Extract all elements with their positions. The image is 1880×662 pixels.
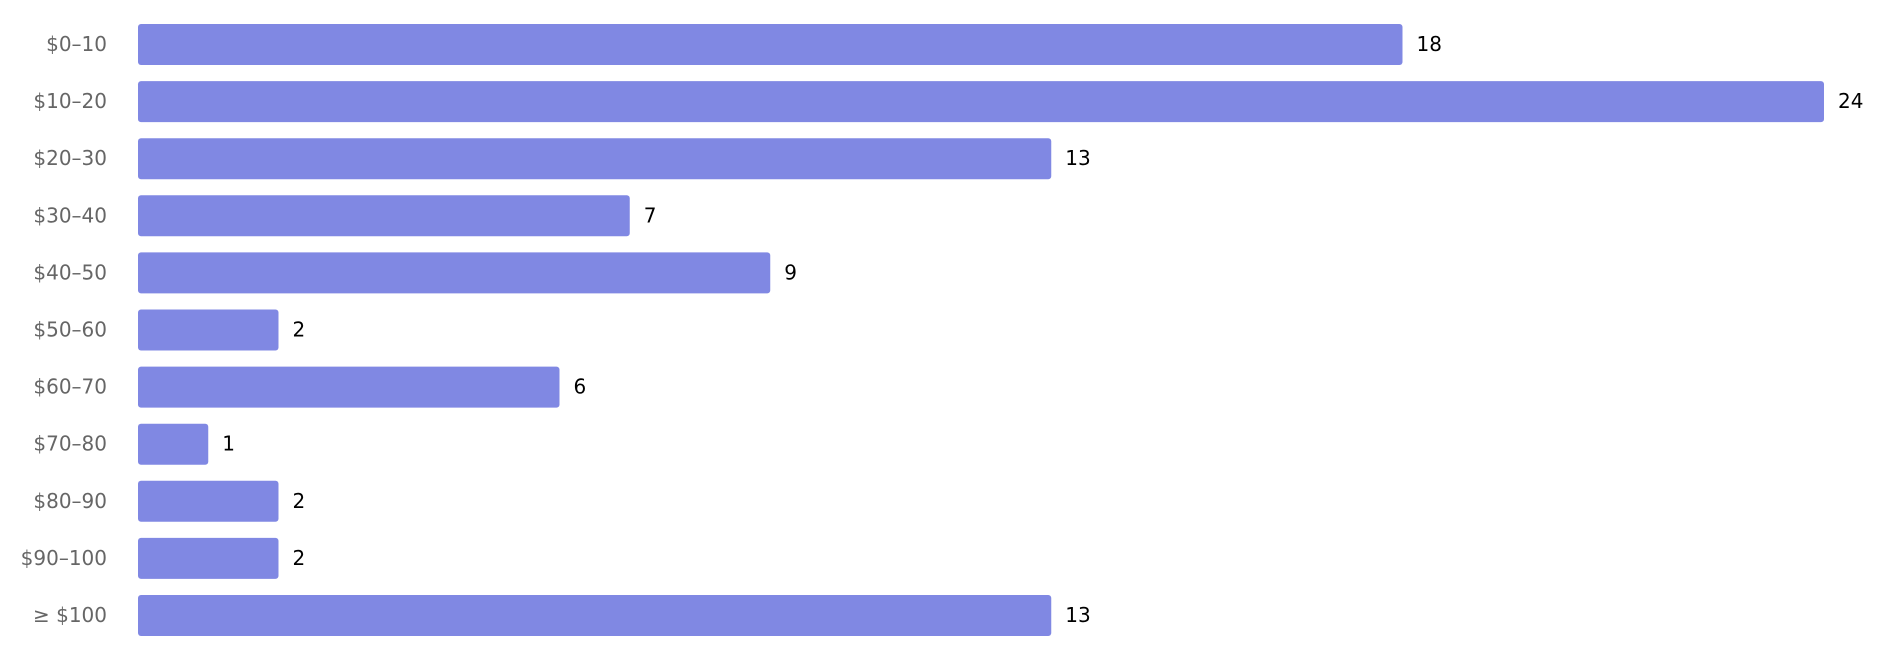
- bar: [138, 309, 279, 351]
- bar: [138, 252, 771, 294]
- value-label: 2: [293, 489, 306, 513]
- category-label: $80–90: [33, 489, 107, 513]
- bar: [138, 195, 630, 237]
- value-label: 24: [1838, 89, 1863, 113]
- category-label: $90–100: [21, 546, 107, 570]
- bar: [138, 24, 1403, 65]
- value-label: 7: [644, 203, 657, 227]
- value-label: 6: [574, 375, 587, 399]
- bar: [138, 480, 279, 522]
- value-label: 9: [784, 260, 797, 284]
- category-label: $50–60: [33, 318, 107, 342]
- bar: [138, 366, 560, 408]
- category-label: ≥ $100: [33, 603, 107, 627]
- value-label: 13: [1065, 146, 1090, 170]
- category-label: $40–50: [33, 260, 107, 284]
- bar: [138, 138, 1052, 180]
- bar: [138, 81, 1824, 123]
- value-label: 13: [1065, 603, 1090, 627]
- category-label: $10–20: [33, 89, 107, 113]
- bar: [138, 423, 209, 465]
- category-label: $70–80: [33, 432, 107, 456]
- value-label: 2: [293, 318, 306, 342]
- value-label: 1: [222, 432, 235, 456]
- value-label: 2: [293, 546, 306, 570]
- category-label: $60–70: [33, 375, 107, 399]
- category-label: $0–10: [46, 32, 107, 56]
- bar: [138, 595, 1052, 636]
- bar: [138, 537, 279, 579]
- category-label: $20–30: [33, 146, 107, 170]
- value-label: 18: [1417, 32, 1442, 56]
- category-label: $30–40: [33, 203, 107, 227]
